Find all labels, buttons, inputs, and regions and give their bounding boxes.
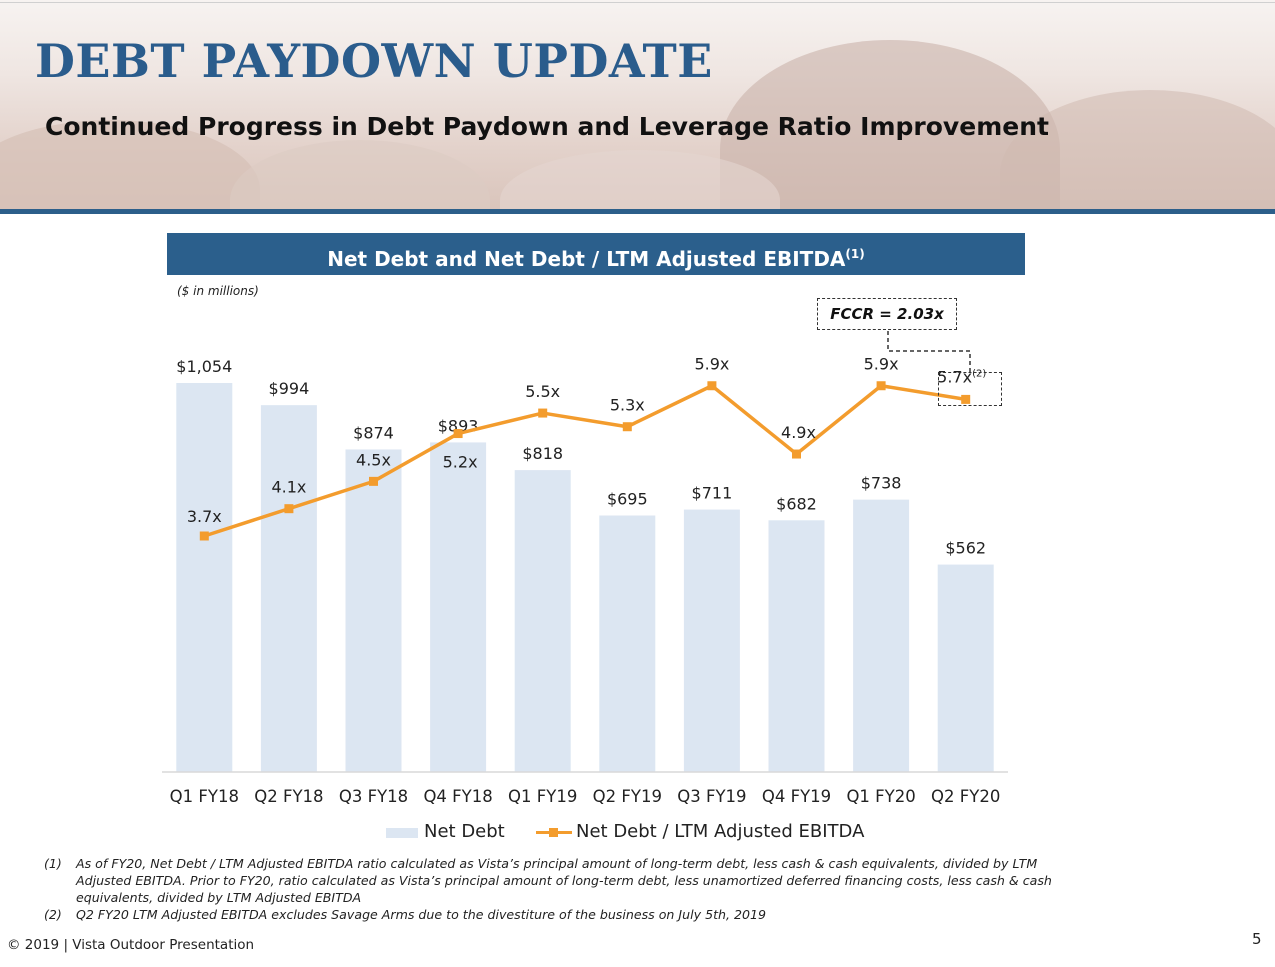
ratio-data-point <box>453 429 463 439</box>
bar-value-label: $695 <box>607 489 648 508</box>
ratio-data-point <box>622 422 632 432</box>
ratio-data-point <box>538 408 548 418</box>
page-number: 5 <box>1252 930 1262 948</box>
net-debt-bar <box>853 499 910 772</box>
ratio-data-point <box>199 531 209 541</box>
net-debt-bar <box>176 383 233 772</box>
header-background <box>0 0 1275 211</box>
header-rule <box>0 209 1275 214</box>
chart-title-footnote-ref: (1) <box>845 247 865 261</box>
footnote-text: Q2 FY20 LTM Adjusted EBITDA excludes Sav… <box>76 907 767 922</box>
ratio-data-point <box>792 449 801 459</box>
ratio-value-label: 5.2x <box>443 453 478 472</box>
ratio-callout-box <box>938 372 1002 406</box>
ratio-value-label: 5.9x <box>864 355 899 374</box>
footnote: (1) As of FY20, Net Debt / LTM Adjusted … <box>44 855 1084 906</box>
ratio-value-label: 5.3x <box>610 396 645 415</box>
fccr-callout: FCCR = 2.03x <box>817 298 957 330</box>
legend-marker-swatch <box>549 828 558 837</box>
bar-value-label: $711 <box>692 484 733 503</box>
slide-subtitle: Continued Progress in Debt Paydown and L… <box>45 112 1049 141</box>
bar-value-label: $738 <box>861 474 902 493</box>
net-debt-bar <box>768 520 825 772</box>
bar-value-label: $682 <box>776 494 817 513</box>
net-debt-bar <box>514 470 571 772</box>
ratio-data-point <box>284 504 294 514</box>
x-tick-label: Q4 FY18 <box>423 787 492 806</box>
fccr-connector <box>887 331 971 372</box>
x-tick-label: Q1 FY20 <box>846 787 915 806</box>
footnote: (2) Q2 FY20 LTM Adjusted EBITDA excludes… <box>44 906 1084 923</box>
chart-title-banner: Net Debt and Net Debt / LTM Adjusted EBI… <box>167 233 1025 275</box>
net-debt-bar <box>345 449 402 772</box>
net-debt-bar <box>937 564 994 772</box>
net-debt-bar <box>683 509 740 772</box>
ratio-value-label: 5.5x <box>525 382 560 401</box>
ratio-value-label: 4.9x <box>781 423 816 442</box>
bar-value-label: $562 <box>945 539 986 558</box>
ratio-value-label: 5.9x <box>694 355 729 374</box>
legend-label: Net Debt / LTM Adjusted EBITDA <box>576 821 865 842</box>
ratio-data-point <box>961 394 971 404</box>
x-tick-label: Q2 FY19 <box>593 787 662 806</box>
bar-value-label: $1,054 <box>176 357 232 376</box>
ratio-value-label: 4.1x <box>271 478 306 497</box>
x-tick-label: Q4 FY19 <box>762 787 831 806</box>
bar-value-label: $818 <box>522 444 563 463</box>
footnotes: (1) As of FY20, Net Debt / LTM Adjusted … <box>44 855 1084 923</box>
ratio-data-point <box>369 476 378 486</box>
ratio-label-footnote-ref: (2) <box>972 368 986 379</box>
chart-title: Net Debt and Net Debt / LTM Adjusted EBI… <box>327 247 846 271</box>
bar-value-label: $994 <box>269 379 310 398</box>
units-note: ($ in millions) <box>177 284 259 298</box>
net-debt-bar <box>430 442 487 772</box>
footnote-mark: (2) <box>44 907 62 922</box>
x-tick-label: Q1 FY19 <box>508 787 577 806</box>
net-debt-bar <box>260 405 317 772</box>
slide-title: DEBT PAYDOWN UPDATE <box>35 34 713 88</box>
footnote-mark: (1) <box>44 856 62 871</box>
ratio-value-label: 3.7x <box>187 507 222 526</box>
legend-label: Net Debt <box>424 821 505 842</box>
bar-value-label: $874 <box>353 423 394 442</box>
footer-copyright: © 2019 | Vista Outdoor Presentation <box>7 937 255 953</box>
top-divider <box>0 2 1275 3</box>
ratio-data-point <box>876 381 886 391</box>
net-debt-bar <box>599 515 656 772</box>
legend-bar-swatch <box>386 828 418 838</box>
x-tick-label: Q1 FY18 <box>170 787 239 806</box>
ratio-value-label: 4.5x <box>356 450 391 469</box>
footnote-text: As of FY20, Net Debt / LTM Adjusted EBIT… <box>76 856 1052 905</box>
x-tick-label: Q3 FY19 <box>677 787 746 806</box>
ratio-series-line <box>203 383 966 538</box>
x-tick-label: Q3 FY18 <box>339 787 408 806</box>
x-tick-label: Q2 FY18 <box>254 787 323 806</box>
x-tick-label: Q2 FY20 <box>931 787 1000 806</box>
ratio-data-point <box>707 381 717 391</box>
